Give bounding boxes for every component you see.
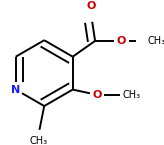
Text: O: O — [117, 36, 126, 46]
Text: O: O — [86, 1, 96, 11]
Text: O: O — [92, 90, 102, 100]
Text: N: N — [11, 85, 20, 95]
Text: CH₃: CH₃ — [30, 136, 48, 145]
Text: CH₃: CH₃ — [147, 36, 164, 46]
Text: CH₃: CH₃ — [123, 90, 141, 100]
